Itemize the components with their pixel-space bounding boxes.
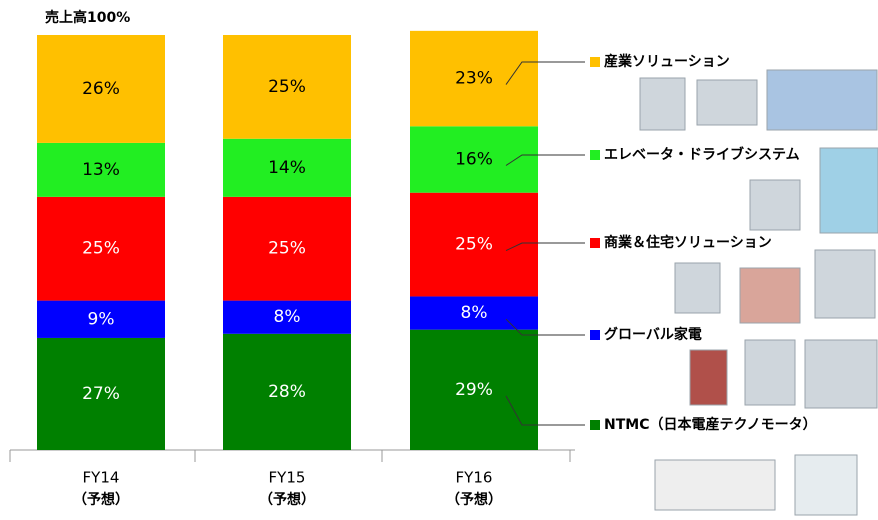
legend-label: 産業ソリューション [604, 53, 730, 70]
x-tick-label: FY15 [269, 469, 306, 487]
value-label: 8% [461, 303, 488, 323]
photo [814, 249, 876, 319]
bar-segment [223, 196, 351, 301]
value-label: 29% [455, 380, 493, 400]
connector [505, 154, 585, 166]
x-tick-note: （予想） [446, 491, 502, 508]
photo [689, 349, 728, 406]
value-label: 9% [88, 309, 115, 329]
legend-swatch [590, 330, 600, 340]
photo [804, 339, 878, 409]
bar-segment [223, 35, 351, 139]
value-label: 28% [268, 382, 306, 402]
x-tick-label: FY16 [456, 469, 493, 487]
value-label: 23% [455, 69, 493, 89]
bar-segment [37, 142, 165, 197]
legend-swatch [590, 238, 600, 248]
photo [819, 147, 878, 234]
value-label: 13% [82, 160, 120, 180]
connector [505, 395, 585, 426]
legend-label: エレベータ・ドライブシステム [604, 146, 800, 163]
connector [505, 318, 585, 336]
photo [696, 79, 758, 126]
x-tick-label: FY14 [83, 469, 120, 487]
photo [766, 69, 878, 131]
legend-label: 商業＆住宅ソリューション [604, 234, 772, 251]
bar-segment [37, 35, 165, 143]
value-label: 16% [455, 150, 493, 170]
bar-segment [410, 192, 538, 297]
legend-swatch [590, 150, 600, 160]
bar-segment [410, 329, 538, 450]
photo [794, 454, 858, 516]
photos [639, 69, 878, 516]
x-tick-note: （予想） [259, 491, 315, 508]
value-label: 25% [82, 239, 120, 259]
legend-swatch [590, 57, 600, 67]
annotation: 売上高100% [45, 9, 130, 26]
value-label: 25% [268, 77, 306, 97]
connector [505, 242, 585, 252]
value-label: 26% [82, 79, 120, 99]
bar-segment [37, 196, 165, 301]
value-label: 8% [274, 307, 301, 327]
connector [505, 61, 585, 85]
legend-label: グローバル家電 [604, 326, 702, 343]
photo [654, 459, 776, 511]
photo [749, 179, 801, 231]
x-tick-note: （予想） [73, 491, 129, 508]
value-label: 27% [82, 384, 120, 404]
photo [744, 339, 796, 406]
legend-swatch [590, 420, 600, 430]
value-label: 25% [268, 239, 306, 259]
legend-label: NTMC（日本電産テクノモータ） [604, 416, 817, 433]
value-label: 25% [455, 235, 493, 255]
bar-segment [223, 138, 351, 197]
bar-segment [410, 30, 538, 127]
bar-segment [223, 333, 351, 450]
photo [739, 267, 801, 324]
bar-segment [410, 296, 538, 330]
bar-segment [223, 300, 351, 334]
bar-segment [410, 126, 538, 193]
photo [639, 77, 686, 131]
bar-segment [37, 300, 165, 338]
value-label: 14% [268, 158, 306, 178]
photo [674, 262, 721, 314]
bar-segment [37, 337, 165, 450]
